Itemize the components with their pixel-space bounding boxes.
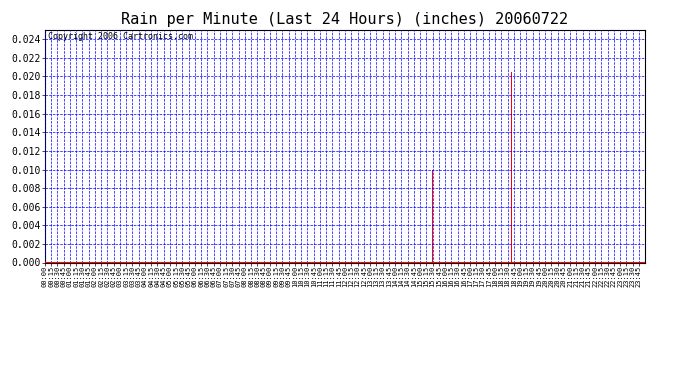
Text: Copyright 2006 Cartronics.com: Copyright 2006 Cartronics.com <box>48 32 193 41</box>
Title: Rain per Minute (Last 24 Hours) (inches) 20060722: Rain per Minute (Last 24 Hours) (inches)… <box>121 12 569 27</box>
